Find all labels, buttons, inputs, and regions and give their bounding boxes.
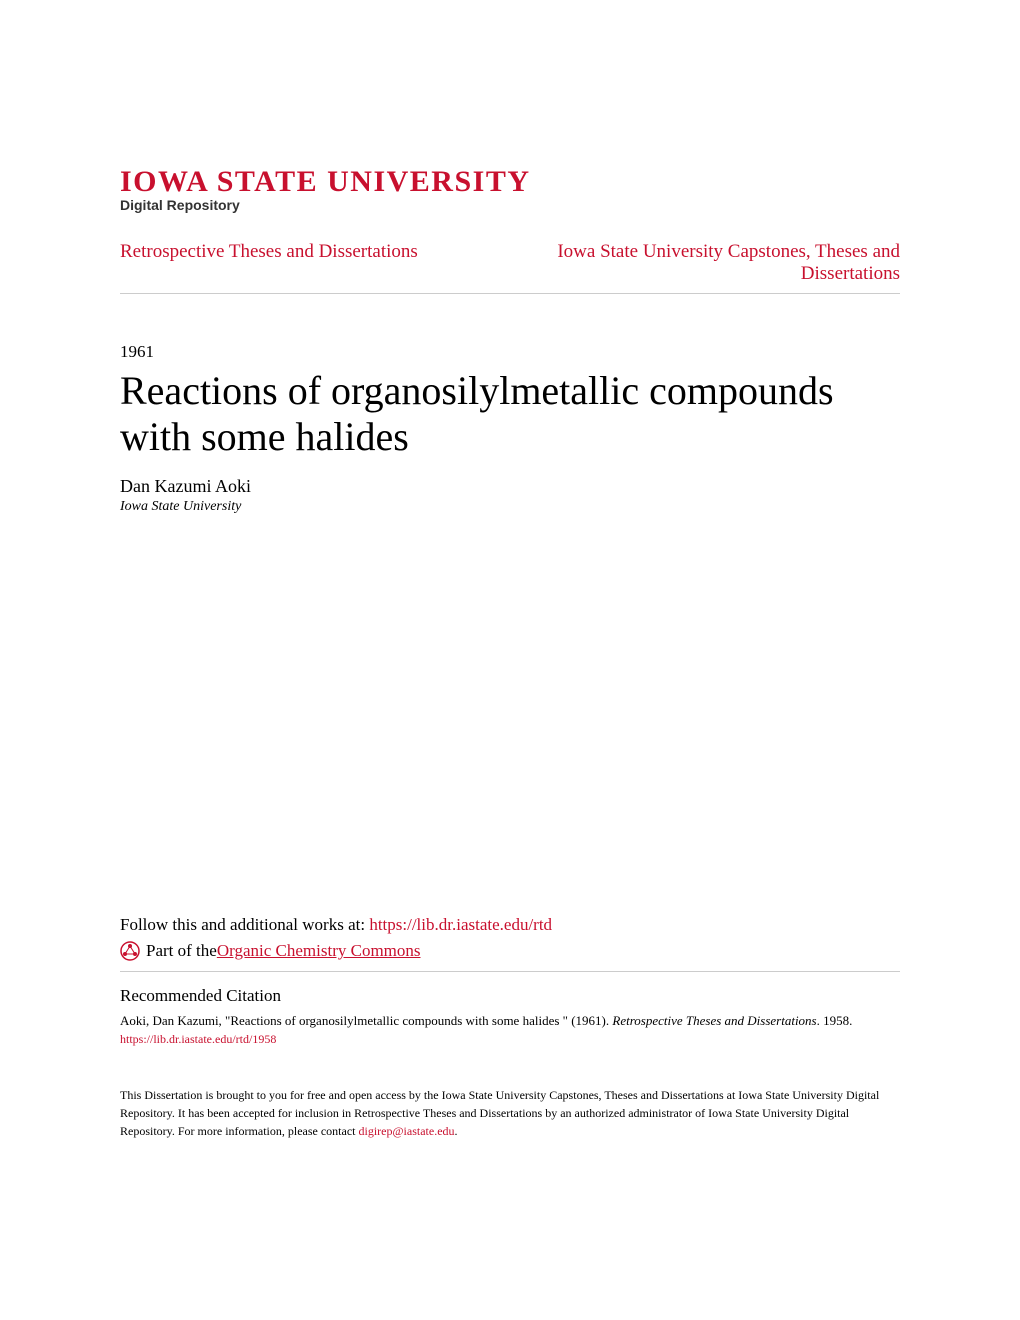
citation-section: Recommended Citation Aoki, Dan Kazumi, "… <box>120 986 900 1048</box>
institution-logo: IOWA STATE UNIVERSITY Digital Repository <box>120 165 900 213</box>
citation-source: Retrospective Theses and Dissertations <box>612 1013 816 1028</box>
footer-body: This Dissertation is brought to you for … <box>120 1088 879 1138</box>
citation-after: . 1958. <box>817 1013 853 1028</box>
collection-link-left[interactable]: Retrospective Theses and Dissertations <box>120 241 418 263</box>
citation-text: Aoki, Dan Kazumi, "Reactions of organosi… <box>120 1012 900 1030</box>
repository-name: Digital Repository <box>120 197 900 213</box>
part-of-line: Part of the Organic Chemistry Commons <box>120 941 900 961</box>
collection-link-right[interactable]: Iowa State University Capstones, Theses … <box>540 241 900 285</box>
commons-link[interactable]: Organic Chemistry Commons <box>217 941 421 961</box>
follow-section: Follow this and additional works at: htt… <box>120 915 900 972</box>
follow-prefix: Follow this and additional works at: <box>120 915 369 934</box>
author-affiliation: Iowa State University <box>120 499 900 515</box>
author-name: Dan Kazumi Aoki <box>120 476 900 497</box>
contact-email-link[interactable]: digirep@iastate.edu <box>359 1124 455 1138</box>
footer-suffix: . <box>455 1124 458 1138</box>
document-title: Reactions of organosilylmetallic compoun… <box>120 368 900 460</box>
document-page: IOWA STATE UNIVERSITY Digital Repository… <box>0 0 1020 1200</box>
university-name: IOWA STATE UNIVERSITY <box>120 165 900 199</box>
follow-url-link[interactable]: https://lib.dr.iastate.edu/rtd <box>369 915 552 934</box>
citation-before: Aoki, Dan Kazumi, "Reactions of organosi… <box>120 1013 612 1028</box>
citation-heading: Recommended Citation <box>120 986 900 1006</box>
citation-url-link[interactable]: https://lib.dr.iastate.edu/rtd/1958 <box>120 1032 276 1046</box>
content-spacer <box>120 515 900 915</box>
follow-works-line: Follow this and additional works at: htt… <box>120 915 900 935</box>
partof-prefix: Part of the <box>146 941 217 961</box>
footer-disclaimer: This Dissertation is brought to you for … <box>120 1086 900 1140</box>
network-icon <box>120 941 140 961</box>
header-navigation: Retrospective Theses and Dissertations I… <box>120 241 900 294</box>
publication-year: 1961 <box>120 342 900 362</box>
